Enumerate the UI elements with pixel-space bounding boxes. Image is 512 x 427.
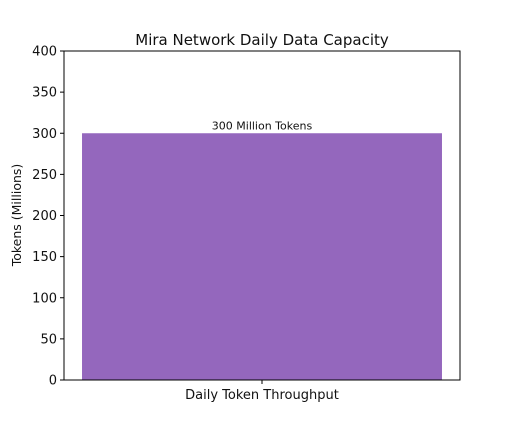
y-tick-label-6: 300 <box>32 127 57 142</box>
y-tick-label-2: 100 <box>32 291 57 306</box>
bar-0 <box>82 133 442 380</box>
chart-title: Mira Network Daily Data Capacity <box>135 31 389 49</box>
plot-area: 300 Million Tokens Daily Token Throughput… <box>32 45 442 403</box>
y-tick-label-5: 250 <box>32 168 57 183</box>
y-tick-label-3: 150 <box>32 250 57 265</box>
y-tick-label-1: 50 <box>40 332 57 347</box>
plot-frame <box>63 50 461 381</box>
x-tick-label-0: Daily Token Throughput <box>185 388 339 403</box>
y-axis-label: Tokens (Millions) <box>9 164 24 268</box>
y-tick-label-4: 200 <box>32 209 57 224</box>
y-tick-label-7: 350 <box>32 86 57 101</box>
bar-data-label-0: 300 Million Tokens <box>212 119 313 132</box>
y-tick-label-8: 400 <box>32 45 57 60</box>
y-tick-label-0: 0 <box>49 374 57 389</box>
